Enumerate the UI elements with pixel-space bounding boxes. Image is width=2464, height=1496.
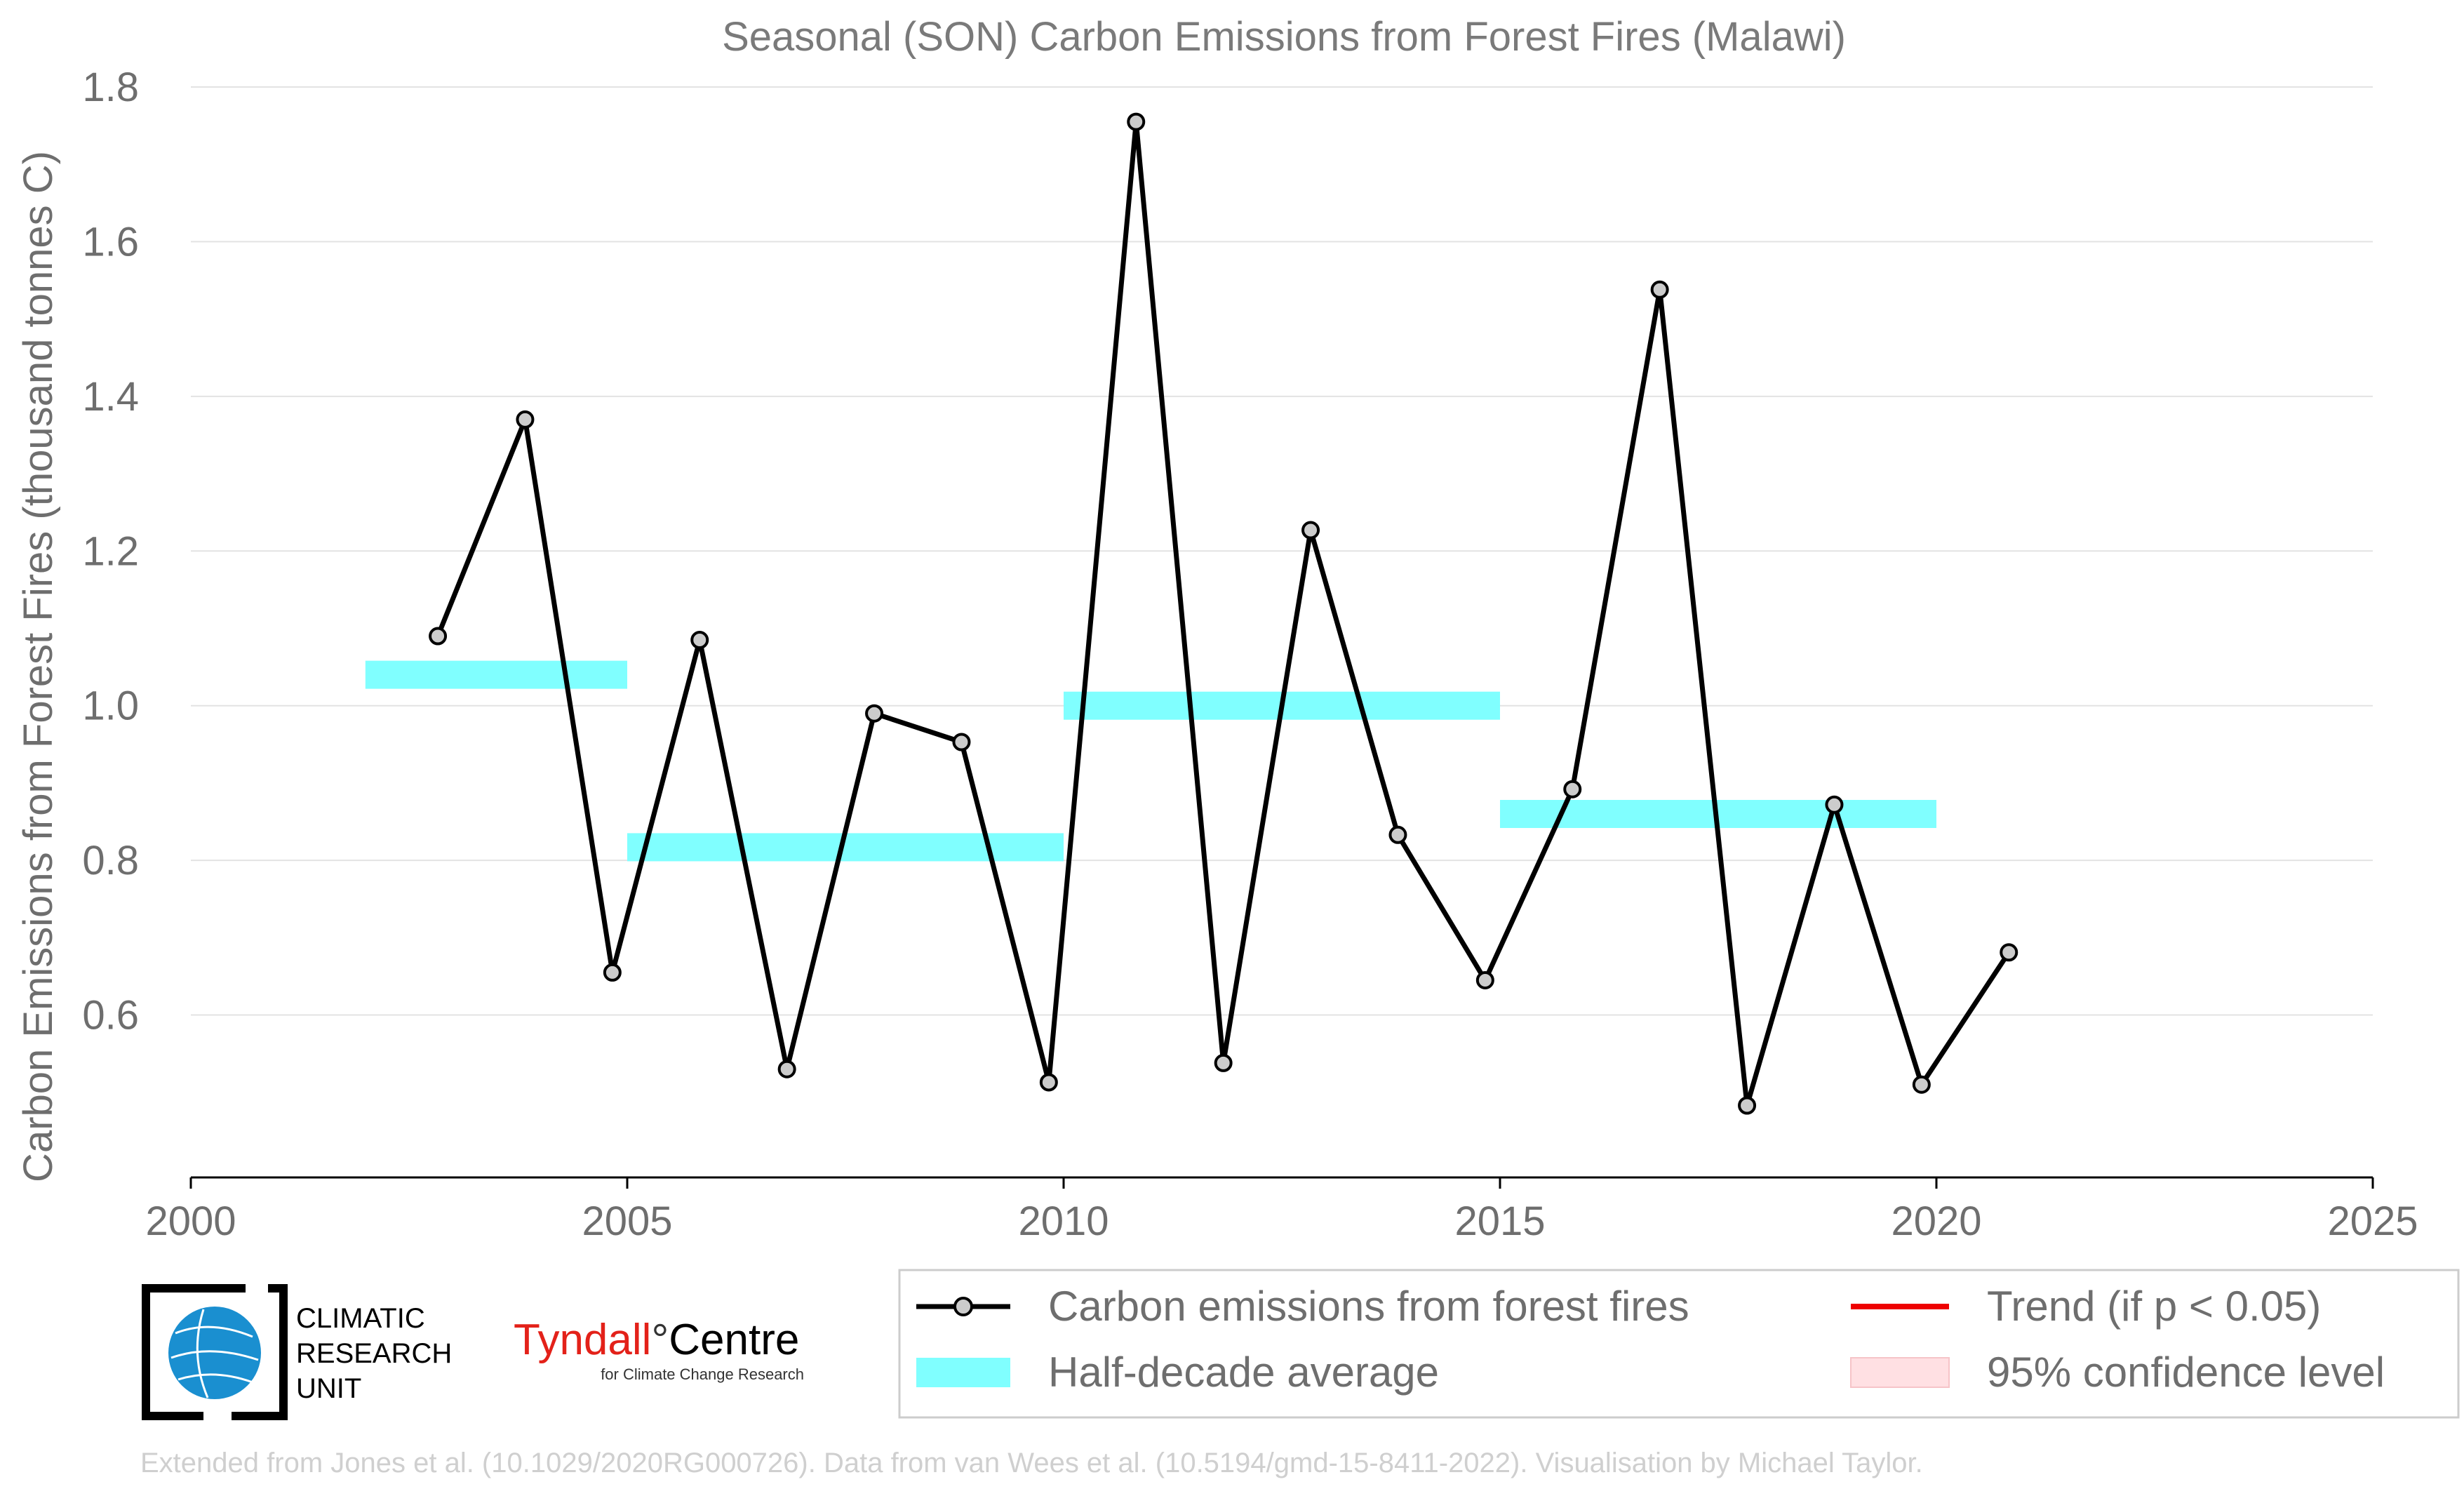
cru-line1: CLIMATIC [296, 1303, 425, 1334]
legend-average-label: Half-decade average [1048, 1349, 1439, 1396]
cru-logo: CLIMATIC RESEARCH UNIT [142, 1284, 452, 1420]
svg-text:Tyndall°Centre: Tyndall°Centre [514, 1316, 799, 1364]
x-tick-label: 2015 [1454, 1198, 1545, 1244]
x-tick-label: 2020 [1891, 1198, 1981, 1244]
data-point [1912, 1075, 1931, 1094]
data-point [603, 963, 622, 982]
y-tick-label: 1.4 [82, 374, 139, 420]
data-point [1301, 521, 1320, 540]
y-tick-label: 1.8 [82, 65, 139, 110]
x-tick-label: 2005 [582, 1198, 672, 1244]
cru-logo-frame [142, 1284, 288, 1420]
legend-emissions-label: Carbon emissions from forest fires [1048, 1283, 1689, 1330]
data-point [1214, 1053, 1233, 1072]
data-point [952, 733, 971, 752]
tyndall-subtitle: for Climate Change Research [601, 1365, 804, 1383]
data-point [1650, 280, 1669, 299]
x-tick-label: 2000 [145, 1198, 236, 1244]
series-markers [429, 112, 2018, 1115]
x-tick-label: 2025 [2327, 1198, 2418, 1244]
cru-line2: RESEARCH [296, 1338, 452, 1369]
x-tick-labels: 2000 2005 2010 2015 2020 2025 [145, 1198, 2418, 1244]
chart-title: Seasonal (SON) Carbon Emissions from For… [722, 14, 1846, 60]
data-point [690, 631, 709, 650]
y-tick-label: 0.6 [82, 993, 139, 1038]
legend-trend-label: Trend (if p < 0.05) [1987, 1283, 2321, 1330]
series-line [435, 119, 2011, 1108]
y-tick-label: 1.6 [82, 219, 139, 265]
footer-credits: Extended from Jones et al. (10.1029/2020… [140, 1448, 1923, 1478]
data-point [1039, 1073, 1058, 1092]
data-point [429, 627, 448, 646]
x-tick-label: 2010 [1018, 1198, 1109, 1244]
data-point [2000, 943, 2018, 962]
half-decade-average-bar [365, 660, 627, 689]
legend-average-patch [916, 1358, 1010, 1387]
cru-line3: UNIT [296, 1373, 361, 1404]
data-point [1475, 970, 1494, 989]
legend-frame [898, 1269, 2460, 1419]
tyndall-name-black: Centre [669, 1316, 799, 1364]
legend-confidence-patch [1850, 1357, 1950, 1388]
data-point [1738, 1096, 1757, 1115]
y-tick-label: 1.2 [82, 528, 139, 574]
y-tick-label: 0.8 [82, 838, 139, 883]
tyndall-degree: ° [651, 1316, 669, 1364]
data-point [516, 410, 535, 429]
data-point [777, 1060, 796, 1078]
globe-icon [168, 1307, 261, 1399]
axes [189, 1176, 2374, 1189]
data-point [865, 704, 884, 723]
legend-confidence-label: 95% confidence level [1987, 1349, 2385, 1396]
data-point [1825, 795, 1844, 814]
y-axis-label: Carbon Emissions from Forest Fires (thou… [15, 151, 61, 1182]
data-point [1127, 112, 1146, 131]
data-point [1388, 825, 1407, 844]
y-tick-labels: 0.6 0.8 1.0 1.2 1.4 1.6 1.8 [82, 65, 139, 1038]
tyndall-logo: Tyndall°Centre for Climate Change Resear… [514, 1316, 804, 1383]
tyndall-name-red: Tyndall [514, 1316, 651, 1364]
legend-emissions-marker [953, 1297, 973, 1316]
grid [191, 86, 2373, 1016]
y-tick-label: 1.0 [82, 683, 139, 729]
legend: Carbon emissions from forest fires Half-… [898, 1269, 2460, 1419]
data-point [1563, 780, 1582, 799]
